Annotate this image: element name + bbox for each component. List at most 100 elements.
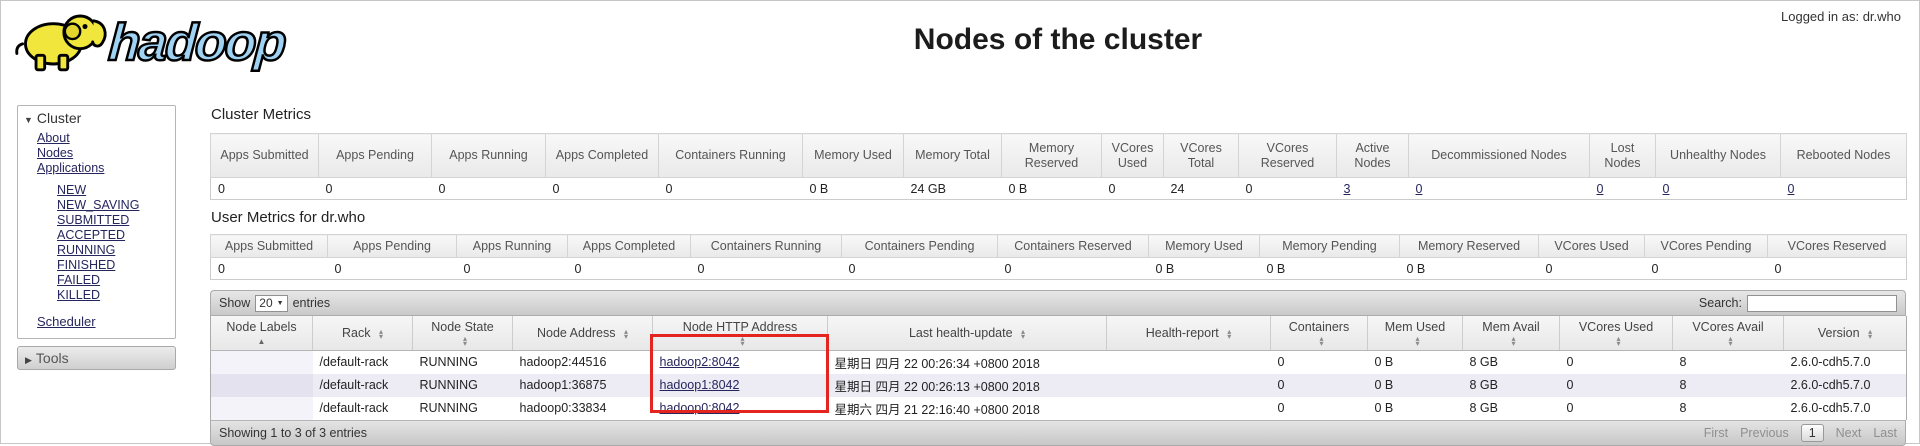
cluster-metrics-link-active-nodes[interactable]: 3 <box>1343 181 1351 196</box>
cluster-metrics-value-14: 0 <box>1655 177 1781 200</box>
cluster-metrics-value-11: 3 <box>1336 177 1409 200</box>
page-size-select[interactable]: 20 ▼ <box>255 294 288 312</box>
cluster-metrics-link-decommissioned-nodes[interactable]: 0 <box>1415 181 1423 196</box>
nodes-cell: /default-rack <box>312 373 413 397</box>
nodes-cell <box>210 396 313 420</box>
nodes-cell: 0 B <box>1367 373 1463 397</box>
sidebar-item-about[interactable]: About <box>37 131 70 145</box>
cluster-metrics-value-12: 0 <box>1408 177 1590 200</box>
page-button-1[interactable]: 1 <box>1800 423 1824 442</box>
main-content: Cluster Metrics Apps Submitted Apps Pendi… <box>210 105 1907 446</box>
nodes-cell: 0 <box>1559 396 1673 420</box>
user-metrics-header-apps-completed: Apps Completed <box>567 234 691 258</box>
sidebar-state-failed[interactable]: FAILED <box>57 273 101 287</box>
sidebar-state-accepted[interactable]: ACCEPTED <box>57 228 126 242</box>
sort-asc-icon: ▲ <box>257 336 266 346</box>
sort-icon: ▴ ▾ <box>378 326 383 341</box>
nodes-cell <box>1106 350 1271 374</box>
user-metrics-header-vcores-used: VCores Used <box>1538 234 1645 258</box>
sort-icon: ▴ ▾ <box>1319 334 1324 349</box>
user-metrics-header-apps-pending: Apps Pending <box>327 234 457 258</box>
search-input[interactable] <box>1747 294 1897 312</box>
sort-icon: ▴ ▾ <box>740 334 745 349</box>
page-button-first[interactable]: First <box>1703 425 1729 440</box>
nodes-cell: 星期日 四月 22 00:26:34 +0800 2018 <box>827 350 1107 374</box>
nodes-col-mem-used[interactable]: Mem Used ▴ ▾ <box>1367 316 1463 351</box>
user-metrics-value-3: 0 <box>567 257 691 280</box>
nodes-table: Node Labels ▲ Rack ▴ ▾ Node State ▴ ▾ Node Addr… <box>210 316 1907 420</box>
node-http-link[interactable]: hadoop0:8042 <box>659 401 740 415</box>
sidebar-state-submitted[interactable]: SUBMITTED <box>57 213 130 227</box>
cluster-metrics-header-rebooted-nodes: Rebooted Nodes <box>1780 133 1907 178</box>
nodes-cell: 2.6.0-cdh5.7.0 <box>1783 396 1907 420</box>
showing-entries-text: Showing 1 to 3 of 3 entries <box>219 425 368 440</box>
cluster-metrics-value-6: 24 GB <box>903 177 1002 200</box>
nodes-col-rack[interactable]: Rack ▴ ▾ <box>312 316 413 351</box>
sidebar-item-applications[interactable]: Applications <box>37 161 105 175</box>
expand-icon: ▶ <box>25 355 32 365</box>
sidebar-state-finished[interactable]: FINISHED <box>57 258 116 272</box>
nodes-cell: 0 <box>1270 350 1368 374</box>
user-metrics-header-containers-running: Containers Running <box>690 234 842 258</box>
nodes-col-containers[interactable]: Containers ▴ ▾ <box>1270 316 1368 351</box>
cluster-metrics-value-0: 0 <box>210 177 319 200</box>
user-metrics-header-memory-reserved: Memory Reserved <box>1399 234 1539 258</box>
sort-icon: ▴ ▾ <box>1415 334 1420 349</box>
page-button-last[interactable]: Last <box>1873 425 1897 440</box>
node-http-link[interactable]: hadoop1:8042 <box>659 378 740 392</box>
nodes-cell: 0 <box>1270 373 1368 397</box>
nodes-col-mem-avail[interactable]: Mem Avail ▴ ▾ <box>1462 316 1560 351</box>
cluster-metrics-link-lost-nodes[interactable]: 0 <box>1596 181 1604 196</box>
nodes-col-version[interactable]: Version ▴ ▾ <box>1783 316 1907 351</box>
user-metrics-value-12: 0 <box>1767 257 1907 280</box>
cluster-metrics-value-15: 0 <box>1780 177 1907 200</box>
cluster-metrics-value-10: 0 <box>1238 177 1337 200</box>
cluster-metrics-header-apps-completed: Apps Completed <box>545 133 659 178</box>
cluster-metrics-header-memory-reserved: Memory Reserved <box>1001 133 1102 178</box>
cluster-metrics-link-unhealthy-nodes[interactable]: 0 <box>1662 181 1670 196</box>
sidebar-state-new-saving[interactable]: NEW_SAVING <box>57 198 140 212</box>
nodes-cell <box>210 350 313 374</box>
sidebar-cluster-header[interactable]: ▼ Cluster <box>24 110 82 126</box>
nodes-col-node-http-address[interactable]: Node HTTP Address ▴ ▾ <box>652 316 828 351</box>
user-metrics-header-vcores-pending: VCores Pending <box>1644 234 1768 258</box>
sidebar-tools-header[interactable]: ▶ Tools <box>17 346 176 370</box>
hadoop-elephant-icon <box>15 14 107 72</box>
cluster-metrics-link-rebooted-nodes[interactable]: 0 <box>1787 181 1795 196</box>
cluster-metrics-heading: Cluster Metrics <box>211 106 312 123</box>
sort-icon: ▴ ▾ <box>1511 334 1516 349</box>
cluster-metrics-header-apps-submitted: Apps Submitted <box>210 133 319 178</box>
cluster-metrics-value-9: 24 <box>1163 177 1239 200</box>
nodes-cell: 0 <box>1559 373 1673 397</box>
sidebar-item-nodes[interactable]: Nodes <box>37 146 74 160</box>
nodes-col-node-address[interactable]: Node Address ▴ ▾ <box>512 316 653 351</box>
sidebar-item-scheduler[interactable]: Scheduler <box>37 314 96 329</box>
page-button-previous[interactable]: Previous <box>1740 425 1789 440</box>
cluster-metrics-value-4: 0 <box>658 177 803 200</box>
user-metrics-header-memory-pending: Memory Pending <box>1259 234 1400 258</box>
user-metrics-value-4: 0 <box>690 257 842 280</box>
nodes-cell: 8 GB <box>1462 396 1560 420</box>
table-row: /default-rack RUNNING hadoop0:33834 hadoop0… <box>210 396 1907 420</box>
cluster-metrics-header-memory-used: Memory Used <box>802 133 904 178</box>
nodes-col-node-state[interactable]: Node State ▴ ▾ <box>412 316 513 351</box>
user-metrics-value-8: 0 B <box>1259 257 1400 280</box>
search-label: Search: <box>1698 296 1742 310</box>
nodes-col-node-labels[interactable]: Node Labels ▲ <box>210 316 313 351</box>
page-button-next[interactable]: Next <box>1835 425 1862 440</box>
sidebar-state-running[interactable]: RUNNING <box>57 243 116 257</box>
nodes-col-vcores-avail[interactable]: VCores Avail ▴ ▾ <box>1672 316 1784 351</box>
sidebar-state-killed[interactable]: KILLED <box>57 288 101 302</box>
sidebar-state-new[interactable]: NEW <box>57 183 87 197</box>
user-metrics-value-1: 0 <box>327 257 457 280</box>
node-http-link[interactable]: hadoop2:8042 <box>659 355 740 369</box>
nodes-col-vcores-used[interactable]: VCores Used ▴ ▾ <box>1559 316 1673 351</box>
cluster-metrics-value-1: 0 <box>318 177 432 200</box>
nodes-table-footer: Showing 1 to 3 of 3 entries First Previou… <box>210 419 1906 446</box>
user-metrics-table: Apps Submitted Apps Pending Apps Running Ap… <box>210 234 1907 280</box>
sort-icon: ▴ ▾ <box>1021 326 1026 341</box>
nodes-col-health-report[interactable]: Health-report ▴ ▾ <box>1106 316 1271 351</box>
user-metrics-value-6: 0 <box>997 257 1149 280</box>
page-title: Nodes of the cluster <box>913 23 1203 56</box>
nodes-col-last-health-update[interactable]: Last health-update ▴ ▾ <box>827 316 1107 351</box>
